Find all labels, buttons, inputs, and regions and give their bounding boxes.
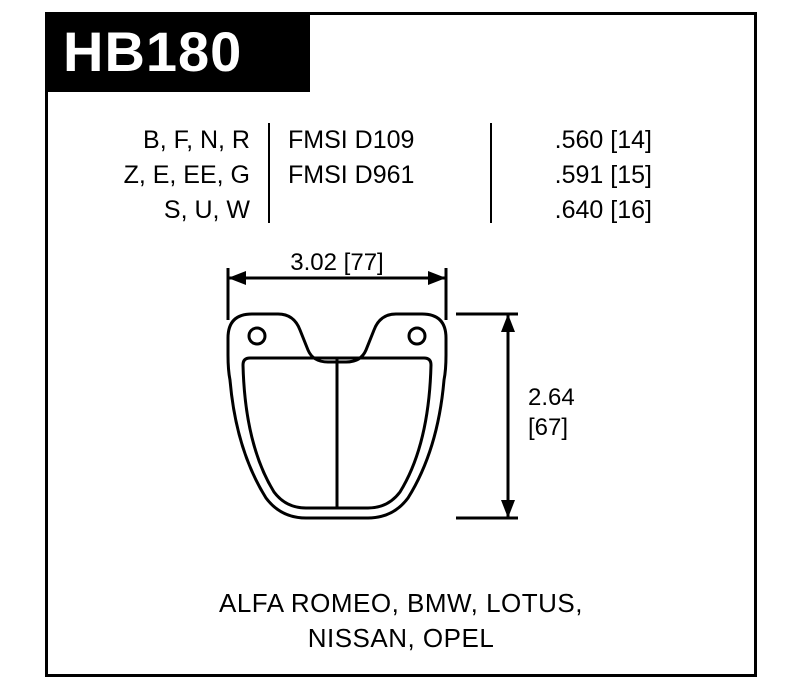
- compound-codes-col: B, F, N, R Z, E, EE, G S, U, W: [108, 123, 268, 228]
- vehicle-applications: ALFA ROMEO, BMW, LOTUS, NISSAN, OPEL: [48, 586, 754, 656]
- height-label-mm: [67]: [528, 414, 568, 441]
- part-number-title: HB180: [45, 12, 310, 92]
- fmsi-line: FMSI D109: [288, 123, 440, 158]
- thickness-line: .640 [16]: [492, 193, 652, 228]
- pad-svg: 3.02 [77] 2.64 [67]: [188, 250, 628, 580]
- part-number-text: HB180: [63, 20, 242, 83]
- thickness-line: .591 [15]: [492, 158, 652, 193]
- height-label-in: 2.64: [528, 384, 575, 411]
- width-label: 3.02 [77]: [290, 250, 383, 276]
- thickness-in: .591: [555, 161, 604, 189]
- vehicles-line: ALFA ROMEO, BMW, LOTUS,: [48, 586, 754, 621]
- vehicles-line: NISSAN, OPEL: [48, 621, 754, 656]
- thickness-mm: [14]: [610, 126, 652, 154]
- pad-diagram: 3.02 [77] 2.64 [67]: [188, 250, 628, 580]
- thickness-line: .560 [14]: [492, 123, 652, 158]
- compound-line: Z, E, EE, G: [108, 158, 250, 193]
- fmsi-col: FMSI D109 FMSI D961: [270, 123, 440, 228]
- compound-line: B, F, N, R: [108, 123, 250, 158]
- thickness-mm: [15]: [610, 161, 652, 189]
- compound-line: S, U, W: [108, 193, 250, 228]
- thickness-mm: [16]: [610, 196, 652, 224]
- fmsi-line: FMSI D961: [288, 158, 440, 193]
- thickness-col: .560 [14] .591 [15] .640 [16]: [492, 123, 652, 228]
- thickness-in: .560: [555, 126, 604, 154]
- spec-columns: B, F, N, R Z, E, EE, G S, U, W FMSI D109…: [108, 123, 708, 228]
- spec-frame: HB180 B, F, N, R Z, E, EE, G S, U, W FMS…: [45, 12, 757, 677]
- thickness-in: .640: [555, 196, 604, 224]
